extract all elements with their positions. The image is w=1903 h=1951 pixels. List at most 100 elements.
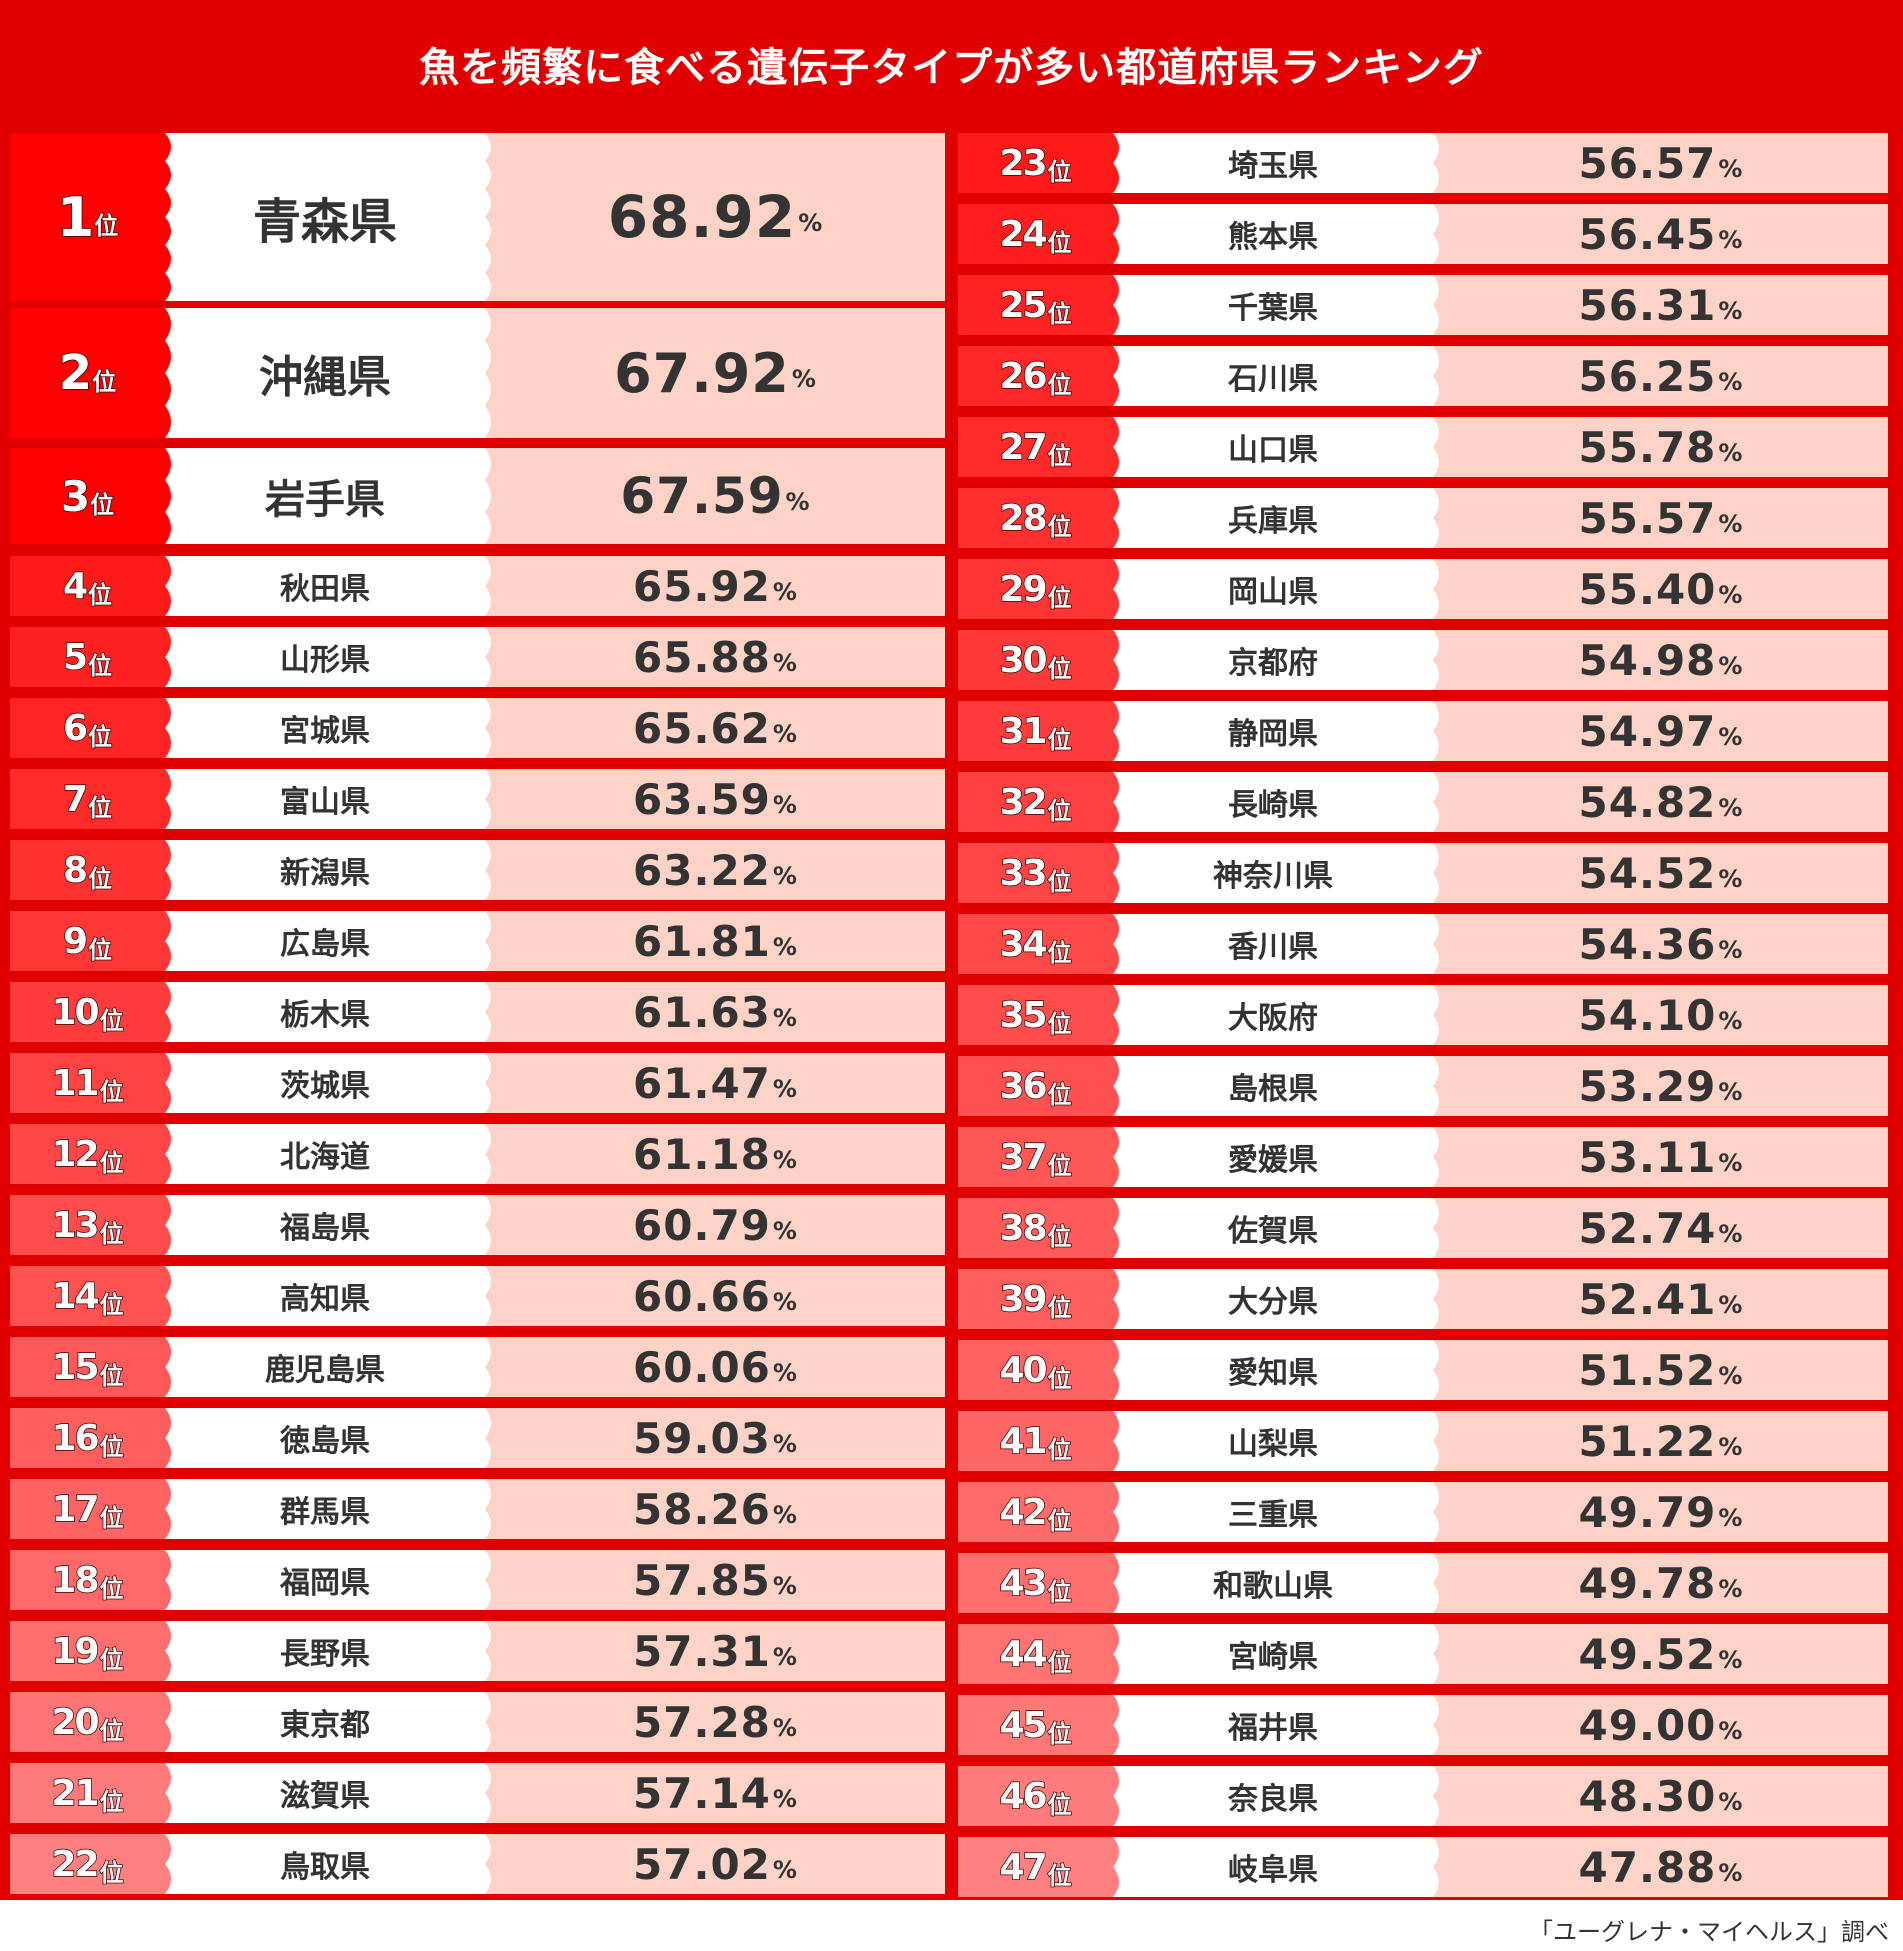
rank-suffix: 位 bbox=[99, 1645, 125, 1675]
wave-edge bbox=[1433, 275, 1445, 335]
value-number: 56.25 bbox=[1578, 351, 1717, 401]
wave-edge bbox=[1113, 488, 1125, 548]
title-bar: 魚を頻繁に食べる遺伝子タイプが多い都道府県ランキング bbox=[0, 0, 1903, 128]
wave-edge bbox=[1113, 275, 1125, 335]
table-row: 10 位栃木県 61.63% bbox=[10, 982, 945, 1042]
wave-edge bbox=[165, 840, 177, 900]
value-number: 56.45 bbox=[1578, 209, 1717, 259]
rank-suffix: 位 bbox=[1047, 1080, 1073, 1110]
prefecture-name: 秋田県 bbox=[165, 556, 485, 616]
wave-edge bbox=[1113, 1553, 1125, 1613]
prefecture-name: 山形県 bbox=[165, 627, 485, 687]
table-row: 15 位鹿児島県 60.06% bbox=[10, 1337, 945, 1397]
rank-number: 43 bbox=[999, 1562, 1049, 1605]
prefecture-name: 新潟県 bbox=[165, 840, 485, 900]
percent-suffix: % bbox=[772, 1856, 797, 1884]
value-cell: 68.92% bbox=[485, 133, 945, 301]
prefecture-name: 岩手県 bbox=[165, 448, 485, 544]
table-row: 5 位山形県 65.88% bbox=[10, 627, 945, 687]
value-cell: 51.22% bbox=[1433, 1411, 1888, 1471]
value-number: 65.88 bbox=[633, 632, 771, 682]
value-number: 58.26 bbox=[633, 1484, 771, 1534]
prefecture-name: 栃木県 bbox=[165, 982, 485, 1042]
value-number: 53.11 bbox=[1578, 1132, 1717, 1182]
prefecture-name: 福島県 bbox=[165, 1195, 485, 1255]
rank-number: 44 bbox=[999, 1633, 1049, 1676]
rank-cell: 45 位 bbox=[958, 1695, 1113, 1755]
rank-suffix: 位 bbox=[1047, 867, 1073, 897]
rank-suffix: 位 bbox=[99, 1219, 125, 1249]
wave-edge bbox=[165, 911, 177, 971]
prefecture-name: 山梨県 bbox=[1113, 1411, 1433, 1471]
prefecture-name: 兵庫県 bbox=[1113, 488, 1433, 548]
rank-cell: 15 位 bbox=[10, 1337, 165, 1397]
rank-suffix: 位 bbox=[1047, 796, 1073, 826]
table-row: 12 位北海道 61.18% bbox=[10, 1124, 945, 1184]
percent-suffix: % bbox=[772, 933, 797, 961]
wave-edge bbox=[1433, 701, 1445, 761]
rank-cell: 38 位 bbox=[958, 1198, 1113, 1258]
wave-edge bbox=[1433, 630, 1445, 690]
value-number: 60.06 bbox=[633, 1342, 771, 1392]
wave-edge bbox=[1433, 1198, 1445, 1258]
rank-cell: 37 位 bbox=[958, 1127, 1113, 1187]
value-number: 57.14 bbox=[633, 1768, 771, 1818]
rank-suffix: 位 bbox=[1047, 1151, 1073, 1181]
percent-suffix: % bbox=[772, 578, 797, 606]
rank-number: 21 bbox=[51, 1772, 101, 1815]
value-cell: 56.31% bbox=[1433, 275, 1888, 335]
value-cell: 48.30% bbox=[1433, 1766, 1888, 1826]
rank-suffix: 位 bbox=[87, 651, 113, 681]
value-number: 63.22 bbox=[633, 845, 771, 895]
percent-suffix: % bbox=[1718, 297, 1743, 325]
rank-cell: 28 位 bbox=[958, 488, 1113, 548]
prefecture-name: 宮崎県 bbox=[1113, 1624, 1433, 1684]
value-cell: 60.06% bbox=[485, 1337, 945, 1397]
rank-cell: 35 位 bbox=[958, 985, 1113, 1045]
wave-edge bbox=[485, 133, 497, 301]
value-number: 54.10 bbox=[1578, 990, 1717, 1040]
wave-edge bbox=[1433, 1553, 1445, 1613]
rank-cell: 47 位 bbox=[958, 1837, 1113, 1897]
table-row: 4 位秋田県 65.92% bbox=[10, 556, 945, 616]
value-number: 53.29 bbox=[1578, 1061, 1717, 1111]
table-row: 24 位熊本県 56.45% bbox=[958, 204, 1888, 264]
table-row: 27 位山口県 55.78% bbox=[958, 417, 1888, 477]
table-row: 14 位高知県 60.66% bbox=[10, 1266, 945, 1326]
wave-edge bbox=[485, 627, 497, 687]
percent-suffix: % bbox=[772, 1643, 797, 1671]
wave-edge bbox=[165, 308, 177, 438]
rank-cell: 40 位 bbox=[958, 1340, 1113, 1400]
table-row: 16 位徳島県 59.03% bbox=[10, 1408, 945, 1468]
prefecture-name: 沖縄県 bbox=[165, 308, 485, 438]
wave-edge bbox=[485, 1550, 497, 1610]
table-row: 22 位鳥取県 57.02% bbox=[10, 1834, 945, 1894]
rank-cell: 10 位 bbox=[10, 982, 165, 1042]
percent-suffix: % bbox=[785, 488, 810, 516]
percent-suffix: % bbox=[772, 791, 797, 819]
rank-cell: 41 位 bbox=[958, 1411, 1113, 1471]
prefecture-name: 富山県 bbox=[165, 769, 485, 829]
wave-edge bbox=[165, 1763, 177, 1823]
rank-number: 26 bbox=[999, 355, 1049, 398]
table-row: 33 位神奈川県 54.52% bbox=[958, 843, 1888, 903]
value-cell: 60.66% bbox=[485, 1266, 945, 1326]
rank-number: 13 bbox=[51, 1204, 101, 1247]
rank-suffix: 位 bbox=[87, 793, 113, 823]
rank-number: 15 bbox=[51, 1346, 101, 1389]
value-cell: 53.11% bbox=[1433, 1127, 1888, 1187]
prefecture-name: 福井県 bbox=[1113, 1695, 1433, 1755]
rank-number: 17 bbox=[51, 1488, 101, 1531]
prefecture-name: 山口県 bbox=[1113, 417, 1433, 477]
percent-suffix: % bbox=[1718, 1220, 1743, 1248]
rank-suffix: 位 bbox=[1047, 1577, 1073, 1607]
wave-edge bbox=[165, 1621, 177, 1681]
value-cell: 61.47% bbox=[485, 1053, 945, 1113]
prefecture-name: 熊本県 bbox=[1113, 204, 1433, 264]
rank-number: 47 bbox=[999, 1846, 1049, 1889]
rank-number: 22 bbox=[51, 1843, 101, 1886]
table-row: 39 位大分県 52.41% bbox=[958, 1269, 1888, 1329]
rank-suffix: 位 bbox=[1047, 938, 1073, 968]
